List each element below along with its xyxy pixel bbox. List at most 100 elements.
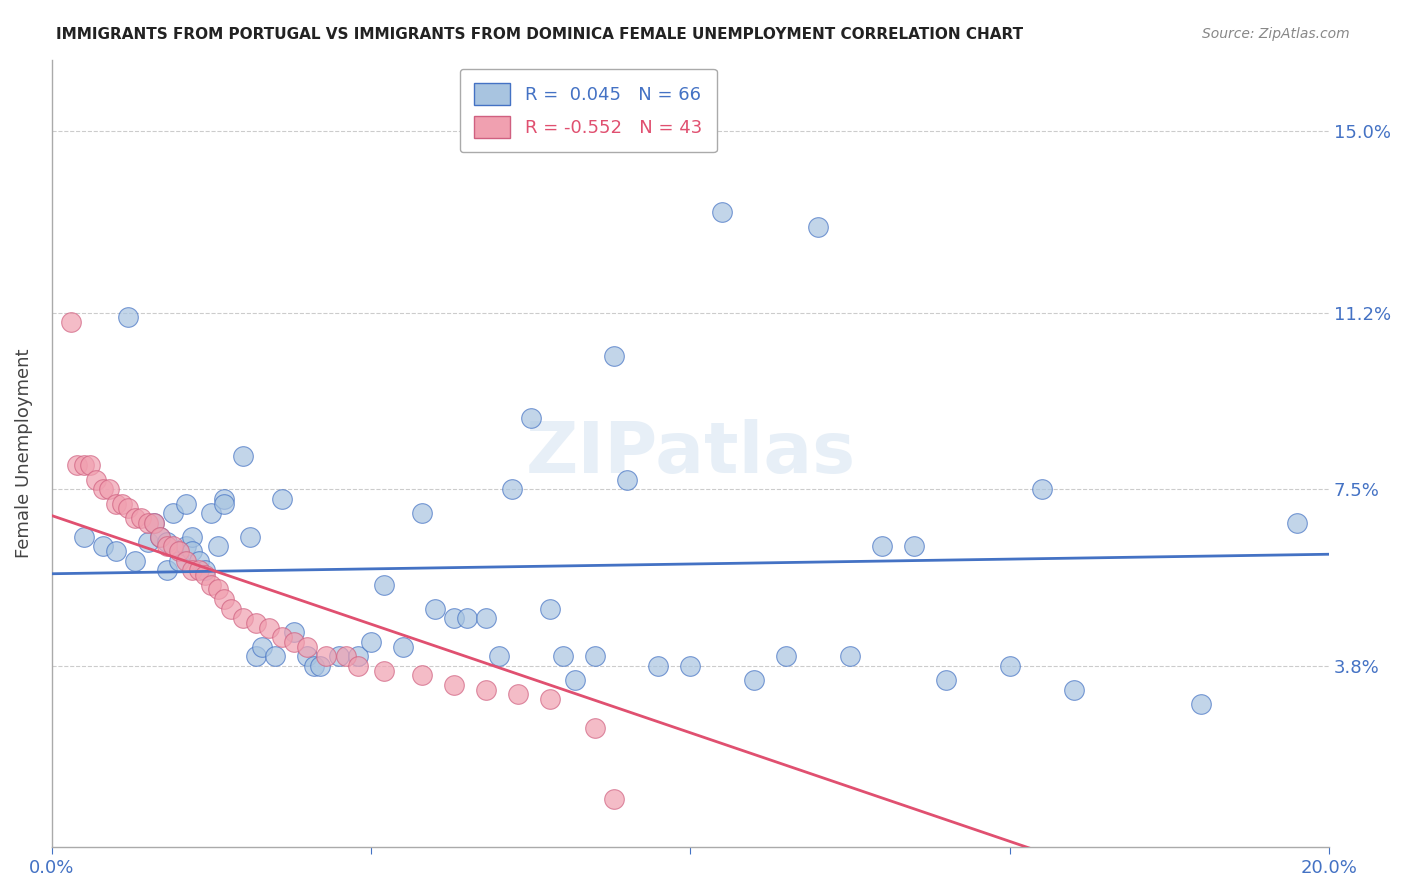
- Point: [270, 491, 292, 506]
- Point: [59, 315, 82, 329]
- Point: [506, 688, 529, 702]
- Point: [264, 649, 287, 664]
- Point: [903, 540, 925, 554]
- Point: [73, 458, 96, 473]
- Point: [104, 544, 127, 558]
- Point: [212, 491, 235, 506]
- Point: [232, 449, 254, 463]
- Point: [149, 530, 172, 544]
- Point: [117, 501, 139, 516]
- Point: [245, 649, 267, 664]
- Point: [169, 554, 191, 568]
- Point: [219, 601, 242, 615]
- Point: [283, 625, 305, 640]
- Point: [174, 554, 197, 568]
- Point: [443, 611, 465, 625]
- Point: [117, 310, 139, 325]
- Point: [212, 592, 235, 607]
- Point: [603, 792, 626, 806]
- Point: [373, 577, 395, 591]
- Point: [302, 658, 325, 673]
- Point: [174, 540, 197, 554]
- Point: [270, 630, 292, 644]
- Point: [501, 482, 523, 496]
- Point: [315, 649, 337, 664]
- Point: [194, 563, 217, 577]
- Text: ZIPatlas: ZIPatlas: [526, 419, 855, 488]
- Point: [603, 349, 626, 363]
- Point: [475, 611, 498, 625]
- Point: [66, 458, 89, 473]
- Point: [136, 534, 159, 549]
- Text: Source: ZipAtlas.com: Source: ZipAtlas.com: [1202, 27, 1350, 41]
- Point: [335, 649, 357, 664]
- Y-axis label: Female Unemployment: Female Unemployment: [15, 349, 32, 558]
- Point: [104, 496, 127, 510]
- Point: [411, 506, 433, 520]
- Point: [935, 673, 957, 687]
- Point: [295, 640, 318, 654]
- Point: [807, 219, 830, 234]
- Point: [142, 516, 165, 530]
- Point: [347, 649, 370, 664]
- Point: [136, 516, 159, 530]
- Point: [124, 554, 146, 568]
- Point: [181, 530, 204, 544]
- Point: [616, 473, 638, 487]
- Point: [360, 635, 382, 649]
- Point: [583, 649, 606, 664]
- Point: [200, 506, 222, 520]
- Point: [174, 496, 197, 510]
- Point: [998, 658, 1021, 673]
- Point: [207, 540, 229, 554]
- Point: [239, 530, 262, 544]
- Point: [295, 649, 318, 664]
- Point: [538, 692, 561, 706]
- Point: [245, 615, 267, 630]
- Point: [711, 205, 734, 219]
- Point: [212, 496, 235, 510]
- Point: [839, 649, 862, 664]
- Point: [538, 601, 561, 615]
- Point: [775, 649, 797, 664]
- Point: [443, 678, 465, 692]
- Point: [207, 582, 229, 597]
- Text: IMMIGRANTS FROM PORTUGAL VS IMMIGRANTS FROM DOMINICA FEMALE UNEMPLOYMENT CORRELA: IMMIGRANTS FROM PORTUGAL VS IMMIGRANTS F…: [56, 27, 1024, 42]
- Point: [142, 516, 165, 530]
- Point: [1063, 682, 1085, 697]
- Point: [129, 511, 152, 525]
- Point: [283, 635, 305, 649]
- Point: [232, 611, 254, 625]
- Point: [98, 482, 121, 496]
- Point: [1031, 482, 1053, 496]
- Point: [162, 540, 184, 554]
- Point: [423, 601, 446, 615]
- Point: [252, 640, 274, 654]
- Point: [488, 649, 510, 664]
- Point: [73, 530, 96, 544]
- Point: [392, 640, 415, 654]
- Legend: R =  0.045   N = 66, R = -0.552   N = 43: R = 0.045 N = 66, R = -0.552 N = 43: [460, 69, 717, 153]
- Point: [257, 621, 280, 635]
- Point: [475, 682, 498, 697]
- Point: [742, 673, 765, 687]
- Point: [411, 668, 433, 682]
- Point: [162, 506, 184, 520]
- Point: [564, 673, 586, 687]
- Point: [583, 721, 606, 735]
- Point: [328, 649, 350, 664]
- Point: [181, 563, 204, 577]
- Point: [181, 544, 204, 558]
- Point: [156, 534, 179, 549]
- Point: [647, 658, 669, 673]
- Point: [169, 544, 191, 558]
- Point: [870, 540, 893, 554]
- Point: [519, 410, 541, 425]
- Point: [79, 458, 101, 473]
- Point: [551, 649, 574, 664]
- Point: [373, 664, 395, 678]
- Point: [309, 658, 332, 673]
- Point: [187, 554, 209, 568]
- Point: [124, 511, 146, 525]
- Point: [679, 658, 702, 673]
